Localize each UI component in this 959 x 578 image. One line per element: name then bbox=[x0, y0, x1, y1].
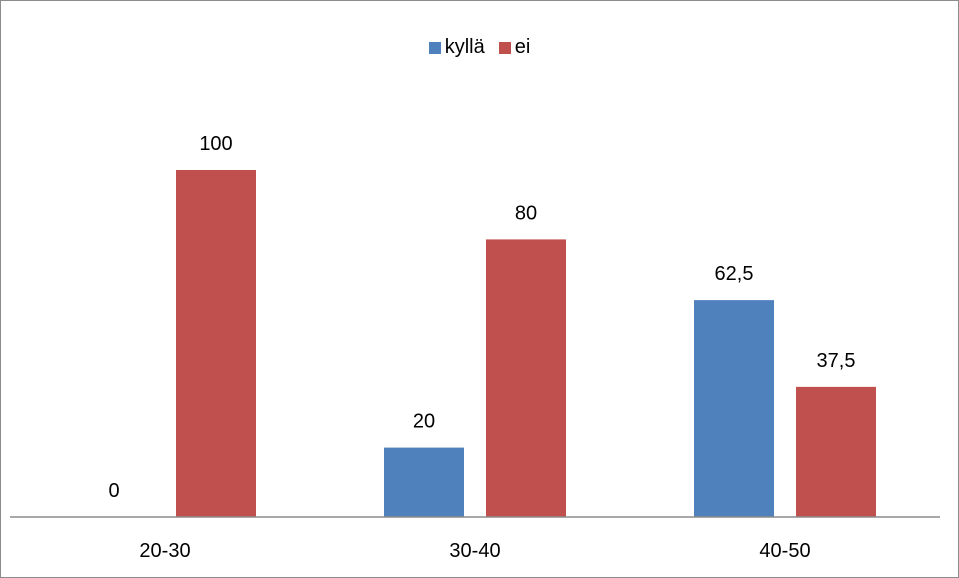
legend-label-kylla: kyllä bbox=[444, 36, 485, 58]
bar-kylla-30-40 bbox=[384, 447, 464, 517]
bar-kylla-40-50 bbox=[694, 300, 774, 517]
legend-item-kylla: kyllä bbox=[428, 36, 485, 59]
data-label-ei-40-50: 37,5 bbox=[817, 350, 856, 372]
legend: kyllä ei bbox=[0, 36, 959, 59]
data-label-ei-20-30: 100 bbox=[199, 133, 232, 155]
x-tick-label-20-30: 20-30 bbox=[139, 540, 190, 562]
data-label-kylla-20-30: 0 bbox=[108, 480, 119, 502]
legend-label-ei: ei bbox=[514, 36, 531, 58]
data-label-ei-30-40: 80 bbox=[515, 202, 537, 224]
legend-swatch-ei bbox=[498, 41, 511, 54]
bar-ei-20-30 bbox=[176, 170, 256, 517]
bar-ei-30-40 bbox=[486, 239, 566, 517]
x-tick-label-40-50: 40-50 bbox=[759, 540, 810, 562]
legend-item-ei: ei bbox=[498, 36, 531, 59]
x-tick-label-30-40: 30-40 bbox=[449, 540, 500, 562]
data-label-kylla-30-40: 20 bbox=[413, 411, 435, 433]
data-label-kylla-40-50: 62,5 bbox=[715, 263, 754, 285]
legend-swatch-kylla bbox=[428, 41, 441, 54]
bar-ei-40-50 bbox=[796, 386, 876, 517]
